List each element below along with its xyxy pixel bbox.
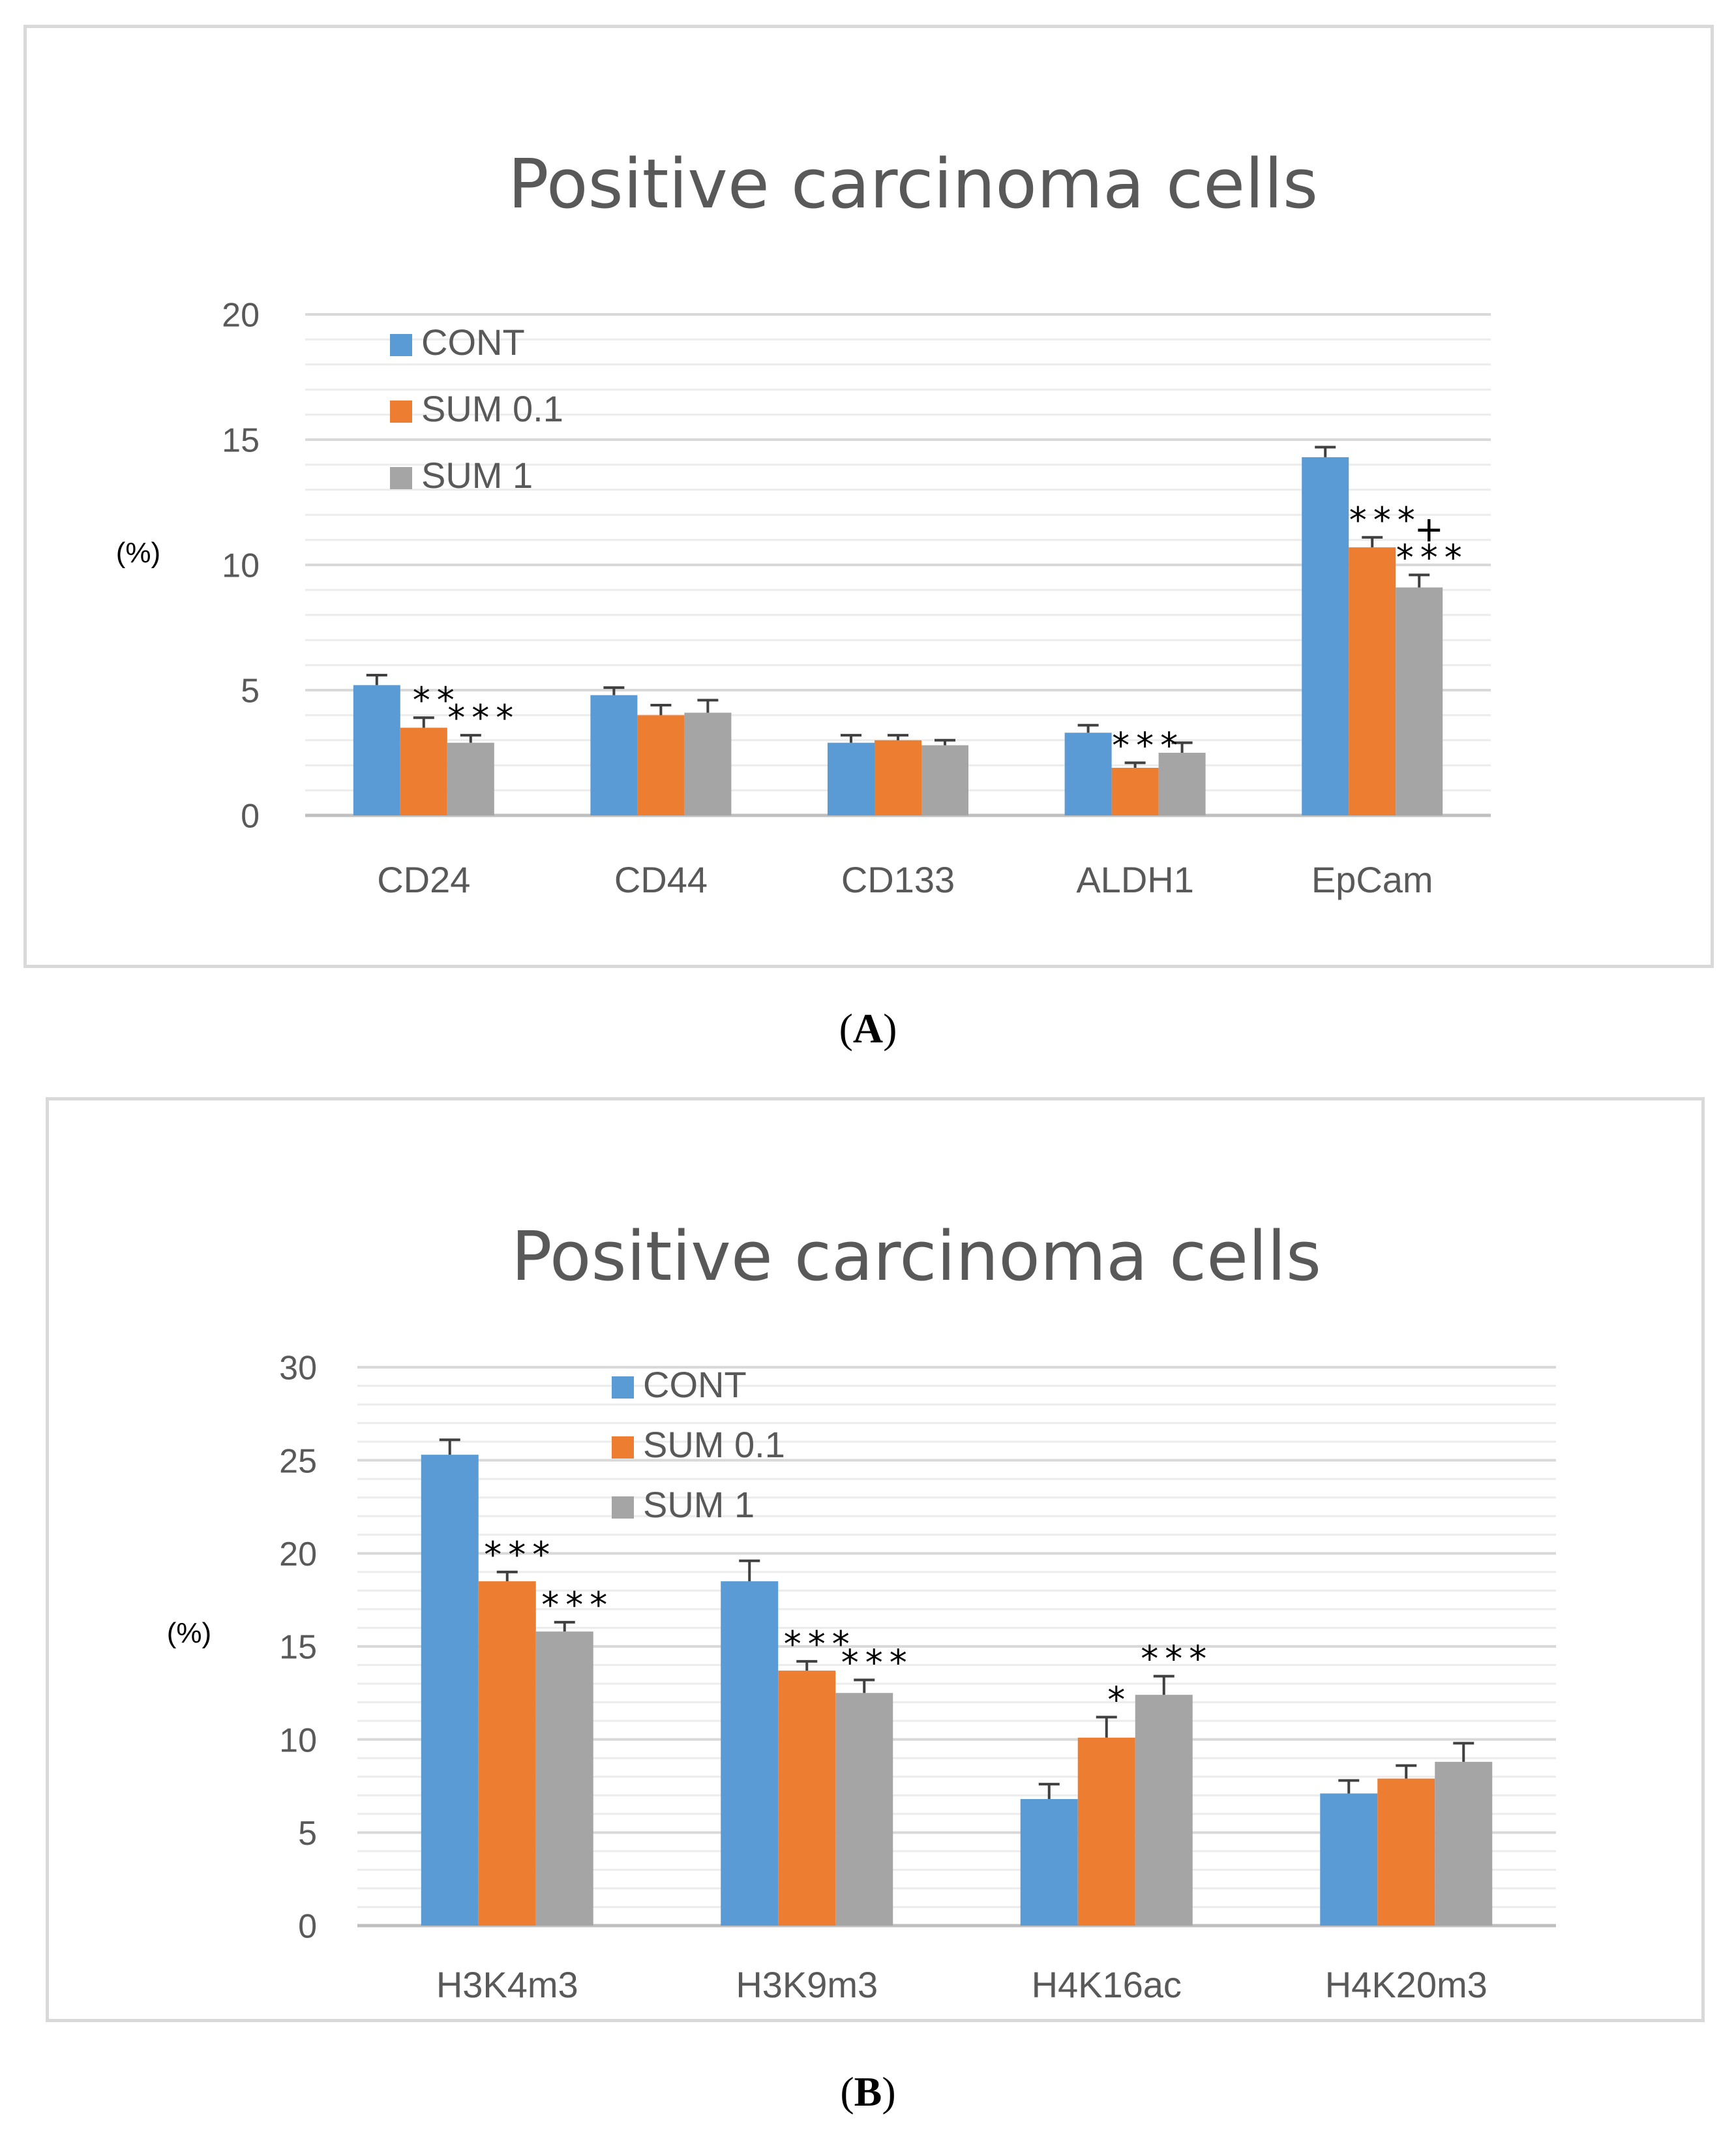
chart-a-bar bbox=[1349, 547, 1396, 815]
chart-a-category-label: CD133 bbox=[841, 859, 955, 900]
chart-a-bar bbox=[590, 695, 638, 815]
chart-b-legend-swatch bbox=[612, 1436, 634, 1459]
chart-b-category-label: H4K16ac bbox=[1032, 1964, 1182, 2005]
panel-label-a: (A) bbox=[770, 1005, 966, 1053]
chart-a-bar bbox=[684, 712, 732, 815]
chart-b-significance-label: *** bbox=[841, 1642, 914, 1683]
chart-a-significance-label: + *** bbox=[1396, 509, 1469, 578]
panel-label-a-close: ) bbox=[883, 1005, 897, 1052]
panel-label-b-open: ( bbox=[840, 2068, 854, 2115]
chart-b-significance-line: *** bbox=[484, 1534, 556, 1575]
chart-a-significance-label: *** bbox=[1349, 500, 1422, 541]
chart-a-category-label: CD24 bbox=[377, 859, 470, 900]
chart-b-significance-label: *** bbox=[784, 1624, 856, 1665]
chart-a-bar bbox=[447, 742, 494, 815]
chart-a-bar bbox=[637, 715, 685, 815]
chart-b-significance-label: *** bbox=[541, 1584, 614, 1626]
chart-a-legend-label: CONT bbox=[421, 322, 525, 363]
chart-b-significance-line: *** bbox=[1141, 1639, 1213, 1680]
chart-b-bar bbox=[535, 1631, 593, 1926]
chart-b-bar bbox=[835, 1693, 893, 1926]
chart-b-bar bbox=[1077, 1737, 1135, 1926]
panel-label-b-close: ) bbox=[882, 2068, 896, 2115]
chart-b-title: Positive carcinoma cells bbox=[511, 1217, 1321, 1296]
chart-b-ytick-label: 0 bbox=[298, 1908, 317, 1946]
panel-label-a-letter: A bbox=[852, 1005, 884, 1052]
chart-a-legend-swatch bbox=[390, 334, 412, 356]
chart-a-bar bbox=[1064, 733, 1112, 815]
chart-b-bar bbox=[1435, 1761, 1493, 1926]
chart-a-bar bbox=[1396, 587, 1443, 815]
chart-a-bar bbox=[1302, 457, 1349, 815]
chart-a-legend-swatch bbox=[390, 467, 412, 489]
chart-a-significance-line: ** bbox=[413, 680, 461, 721]
panel-label-a-open: ( bbox=[839, 1005, 853, 1052]
chart-a-bar bbox=[875, 740, 921, 815]
chart-b-ytick-label: 30 bbox=[279, 1350, 317, 1387]
panel-label-b-letter: B bbox=[854, 2068, 882, 2115]
chart-b-ytick-label: 10 bbox=[279, 1721, 317, 1759]
chart-b-ytick-label: 5 bbox=[298, 1815, 317, 1853]
chart-b-category-label: H4K20m3 bbox=[1325, 1964, 1488, 2005]
chart-b-bar bbox=[421, 1455, 479, 1926]
chart-a-significance-label: ** bbox=[413, 680, 461, 721]
chart-b-bar bbox=[1135, 1695, 1193, 1926]
chart-b-significance-line: *** bbox=[841, 1642, 914, 1683]
chart-b-significance-label: *** bbox=[1141, 1639, 1213, 1680]
chart-b-legend-label: SUM 0.1 bbox=[643, 1424, 785, 1465]
chart-a-significance-line: *** bbox=[1112, 725, 1184, 766]
chart-b-significance-line: *** bbox=[541, 1584, 614, 1626]
chart-a-category-label: ALDH1 bbox=[1076, 859, 1194, 900]
chart-a-ytick-label: 5 bbox=[241, 673, 260, 710]
chart-b-bar bbox=[1377, 1778, 1435, 1926]
chart-a-bar bbox=[828, 742, 875, 815]
chart-a-significance-line: *** bbox=[1396, 537, 1469, 578]
chart-a-ytick-label: 20 bbox=[222, 297, 260, 335]
chart-a-category-label: CD44 bbox=[614, 859, 708, 900]
panel-label-b: (B) bbox=[770, 2068, 966, 2116]
chart-a-legend-label: SUM 0.1 bbox=[421, 388, 563, 429]
chart-a-bar bbox=[1111, 768, 1159, 815]
chart-a-ytick-label: 15 bbox=[222, 422, 260, 460]
chart-a-ytick-label: 0 bbox=[241, 798, 260, 836]
chart-a-legend-swatch bbox=[390, 401, 412, 423]
chart-b-ytick-label: 15 bbox=[279, 1629, 317, 1667]
chart-a-bar bbox=[400, 727, 447, 815]
chart-a-ylabel: (%) bbox=[116, 537, 160, 569]
chart-b-bar bbox=[721, 1581, 779, 1926]
chart-a-bar bbox=[1158, 753, 1206, 815]
chart-a-significance-label: *** bbox=[447, 697, 520, 738]
chart-a-bar bbox=[353, 685, 400, 815]
chart-b-significance-label: * bbox=[1107, 1679, 1131, 1720]
chart-a-significance-line: *** bbox=[447, 697, 520, 738]
chart-b-ytick-label: 20 bbox=[279, 1536, 317, 1573]
chart-b-legend-label: CONT bbox=[643, 1364, 747, 1405]
chart-a-significance-label: *** bbox=[1112, 725, 1184, 766]
chart-a-title: Positive carcinoma cells bbox=[508, 144, 1318, 224]
chart-a-legend-label: SUM 1 bbox=[421, 455, 533, 496]
chart-b-legend-swatch bbox=[612, 1496, 634, 1519]
chart-a-category-label: EpCam bbox=[1311, 859, 1433, 900]
chart-a-ytick-label: 10 bbox=[222, 547, 260, 585]
chart-b-bar bbox=[778, 1671, 836, 1926]
chart-a-significance-line: + bbox=[1414, 509, 1450, 550]
chart-b-bar bbox=[1320, 1793, 1378, 1926]
chart-b-legend-label: SUM 1 bbox=[643, 1484, 755, 1525]
chart-a-significance-line: *** bbox=[1349, 500, 1422, 541]
chart-b-legend-swatch bbox=[612, 1376, 634, 1399]
chart-b-category-label: H3K4m3 bbox=[436, 1964, 578, 2005]
chart-b-bar bbox=[478, 1581, 536, 1926]
chart-b-category-label: H3K9m3 bbox=[736, 1964, 878, 2005]
chart-a-bar bbox=[921, 745, 968, 815]
chart-b-significance-label: *** bbox=[484, 1534, 556, 1575]
chart-b-significance-line: * bbox=[1107, 1679, 1131, 1720]
chart-b-bar bbox=[1020, 1798, 1078, 1926]
chart-b-ytick-label: 25 bbox=[279, 1442, 317, 1480]
chart-b-significance-line: *** bbox=[784, 1624, 856, 1665]
chart-b-ylabel: (%) bbox=[167, 1617, 211, 1649]
